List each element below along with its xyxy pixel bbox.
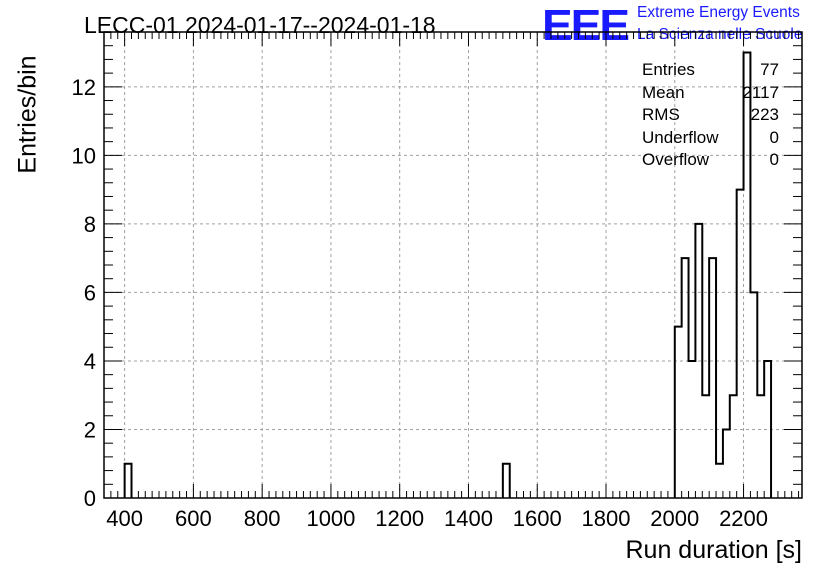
y-axis-label: Entries/bin (13, 55, 42, 174)
eee-logo: EEE (542, 0, 630, 50)
stats-row-underflow: Underflow 0 (642, 128, 779, 151)
histogram-bin (716, 464, 723, 498)
y-tick-label: 2 (84, 417, 96, 442)
y-tick-label: 8 (84, 212, 96, 237)
histogram-bin (125, 464, 132, 498)
stats-value: 0 (769, 150, 779, 169)
histogram-bin (709, 258, 716, 498)
stats-label: Entries (642, 60, 695, 79)
histogram-bin (503, 464, 510, 498)
x-axis-label: Run duration [s] (625, 536, 803, 564)
histogram-bin (723, 429, 730, 498)
stats-row-mean: Mean 2117 (642, 83, 779, 106)
stats-value: 223 (750, 105, 779, 124)
histogram-bin (764, 361, 771, 498)
x-tick-label: 1800 (582, 506, 631, 531)
y-tick-label: 0 (84, 486, 96, 511)
y-tick-label: 12 (72, 75, 96, 100)
stats-label: Overflow (642, 150, 710, 169)
stats-row-overflow: Overflow 0 (642, 150, 779, 173)
y-tick-label: 10 (72, 143, 96, 168)
logo-line-2: La Scienza nelle Scuole (637, 26, 803, 43)
stats-label: RMS (642, 105, 680, 124)
x-tick-label: 1200 (375, 506, 424, 531)
histogram-outline (123, 51, 773, 498)
histogram-bin (675, 327, 682, 498)
stats-row-entries: Entries 77 (642, 60, 779, 83)
x-tick-label: 2200 (719, 506, 768, 531)
stats-value: 77 (760, 60, 779, 79)
histogram-bin (682, 258, 689, 498)
stats-box: Entries 77 Mean 2117 RMS 223 Underflow 0 Ove… (642, 60, 779, 173)
y-tick-label: 6 (84, 280, 96, 305)
x-tick-label: 1600 (513, 506, 562, 531)
histogram-bin (695, 224, 702, 498)
stats-label: Mean (642, 82, 685, 102)
histogram-bin (737, 190, 744, 498)
histogram-bin (750, 292, 757, 498)
x-tick-label: 1000 (306, 506, 355, 531)
histogram-bin (689, 361, 696, 498)
x-tick-label: 1400 (444, 506, 493, 531)
x-tick-label: 600 (175, 506, 212, 531)
stats-label: Underflow (642, 127, 719, 147)
stats-row-rms: RMS 223 (642, 105, 779, 128)
y-tick-label: 4 (84, 349, 96, 374)
histogram-bin (702, 395, 709, 498)
stats-value: 0 (769, 127, 779, 147)
x-tick-label: 400 (106, 506, 143, 531)
stats-value: 2117 (742, 82, 779, 102)
histogram-bin (757, 395, 764, 498)
logo-line-1: Extreme Energy Events (637, 4, 800, 21)
x-tick-label: 2000 (650, 506, 699, 531)
chart-title: LECC-01 2024-01-17--2024-01-18 (84, 12, 436, 38)
histogram-bin (730, 395, 737, 498)
x-tick-label: 800 (244, 506, 281, 531)
